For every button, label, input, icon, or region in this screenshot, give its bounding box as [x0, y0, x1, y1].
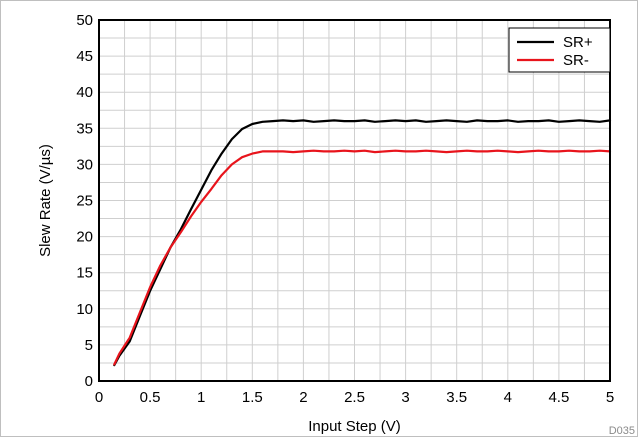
- x-tick-label: 1: [197, 389, 205, 406]
- x-tick-label: 0.5: [140, 389, 161, 406]
- y-tick-label: 30: [76, 156, 93, 173]
- y-tick-label: 25: [76, 193, 93, 210]
- x-tick-label: 4.5: [548, 389, 569, 406]
- plot-area-border: [98, 19, 611, 382]
- x-tick-label: 2: [299, 389, 307, 406]
- x-tick-label: 5: [606, 389, 614, 406]
- x-tick-label: 3.5: [446, 389, 467, 406]
- legend-box: [508, 27, 611, 73]
- y-tick-label: 40: [76, 84, 93, 101]
- y-tick-label: 20: [76, 229, 93, 246]
- y-tick-label: 5: [85, 337, 93, 354]
- y-tick-label: 0: [85, 373, 93, 390]
- legend: SR+SR-: [508, 27, 611, 73]
- x-axis-title: Input Step (V): [308, 418, 401, 435]
- legend-label: SR+: [563, 34, 593, 51]
- x-tick-label: 1.5: [242, 389, 263, 406]
- grid: [99, 20, 610, 381]
- legend-label: SR-: [563, 52, 589, 69]
- y-axis-title: Slew Rate (V/µs): [37, 144, 54, 257]
- x-tick-labels: 0 0.5 1 1.5 2 2.5 3 3.5 4 4.5 5: [95, 389, 614, 406]
- y-tick-label: 15: [76, 265, 93, 282]
- x-tick-label: 3: [401, 389, 409, 406]
- series-line-sr-plus: [113, 119, 612, 367]
- x-tick-label: 2.5: [344, 389, 365, 406]
- y-tick-label: 10: [76, 301, 93, 318]
- x-tick-label: 0: [95, 389, 103, 406]
- series-lines: [113, 119, 612, 367]
- y-tick-label: 50: [76, 12, 93, 29]
- y-tick-labels: 0 5 10 15 20 25 30 35 40 45 50: [76, 12, 93, 390]
- figure-id: D035: [609, 425, 635, 437]
- x-tick-label: 4: [504, 389, 512, 406]
- y-tick-label: 35: [76, 120, 93, 137]
- y-tick-label: 45: [76, 48, 93, 65]
- series-line-sr-minus: [113, 149, 612, 366]
